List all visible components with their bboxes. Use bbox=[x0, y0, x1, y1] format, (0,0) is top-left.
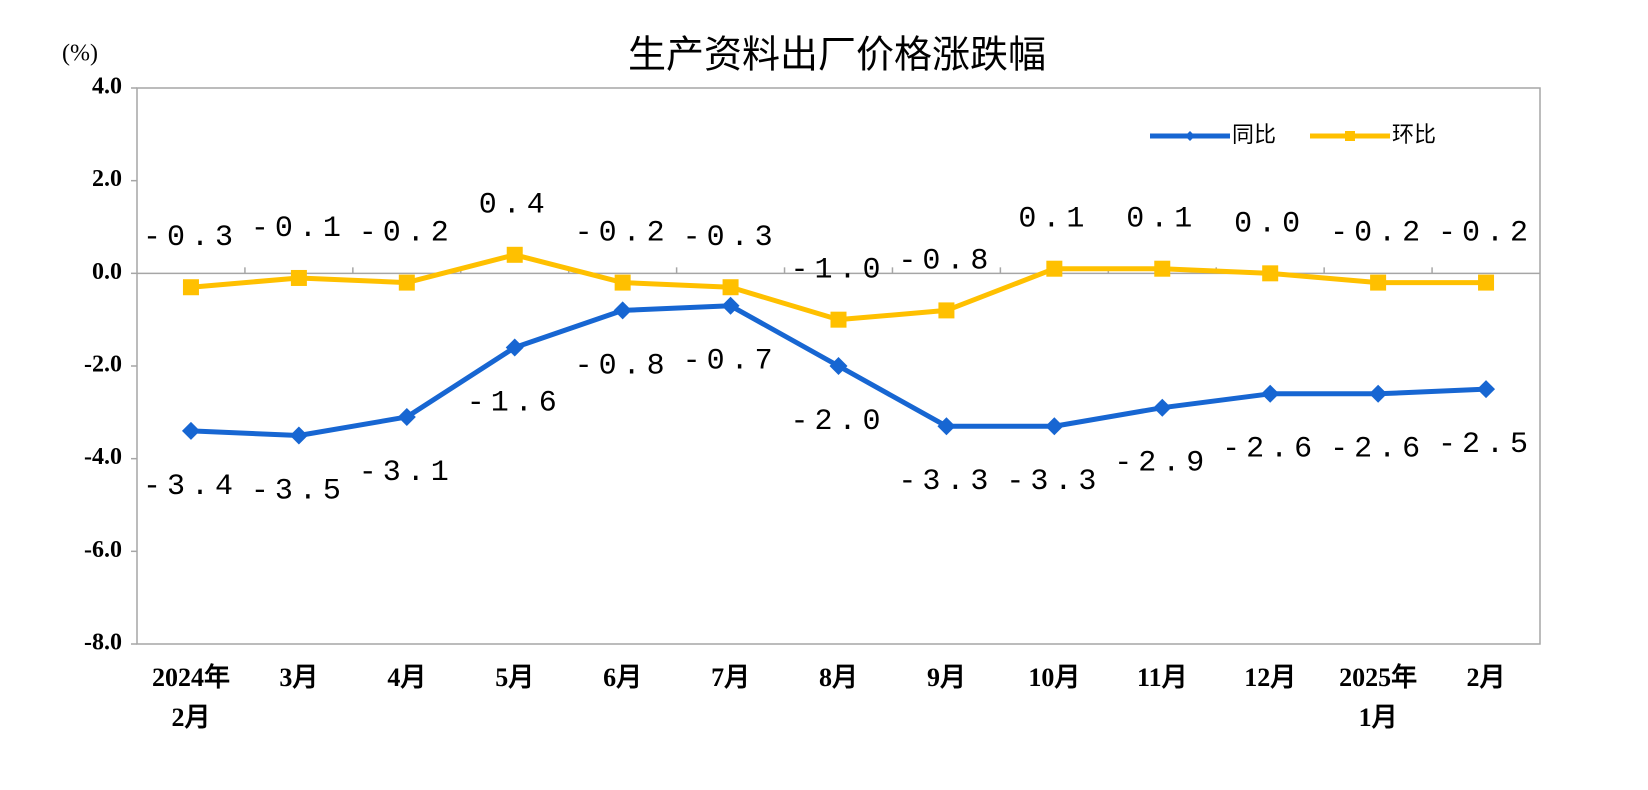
x-tick-label: 12月 bbox=[1244, 663, 1297, 692]
marker bbox=[829, 357, 848, 375]
marker bbox=[1261, 384, 1280, 403]
legend-label: 同比 bbox=[1232, 123, 1276, 148]
marker bbox=[506, 246, 523, 263]
marker bbox=[505, 338, 524, 357]
data-label: -3.3 bbox=[1006, 465, 1102, 499]
marker bbox=[613, 301, 632, 320]
data-label: -3.4 bbox=[143, 470, 239, 504]
marker bbox=[181, 421, 200, 440]
marker bbox=[1046, 260, 1063, 277]
x-tick-label: 3月 bbox=[279, 663, 319, 692]
data-label: 0.4 bbox=[479, 189, 551, 223]
marker bbox=[1045, 417, 1064, 436]
marker bbox=[1370, 274, 1387, 291]
marker bbox=[1262, 265, 1279, 282]
marker bbox=[1477, 380, 1496, 399]
data-label: -3.3 bbox=[898, 465, 994, 499]
data-label: -0.2 bbox=[1438, 217, 1534, 251]
legend-marker bbox=[1345, 131, 1355, 141]
marker bbox=[289, 426, 308, 445]
data-label: -2.5 bbox=[1438, 428, 1534, 462]
data-label: -0.2 bbox=[1330, 217, 1426, 251]
x-tick-label: 11月 bbox=[1137, 663, 1188, 692]
data-label: -2.6 bbox=[1222, 433, 1318, 467]
y-tick-label: -6.0 bbox=[84, 537, 122, 563]
x-tick-label: 7月 bbox=[711, 663, 751, 692]
data-label: -0.1 bbox=[251, 212, 347, 246]
marker bbox=[721, 296, 740, 315]
data-label: 0.1 bbox=[1126, 203, 1198, 237]
x-tick-label: 9月 bbox=[926, 663, 966, 692]
marker bbox=[722, 279, 739, 296]
y-tick-label: -8.0 bbox=[84, 630, 122, 656]
marker bbox=[614, 274, 631, 291]
y-axis-label: (%) bbox=[62, 41, 98, 67]
marker bbox=[397, 407, 416, 426]
legend-label: 环比 bbox=[1392, 123, 1436, 148]
x-tick-label: 5月 bbox=[495, 663, 535, 692]
data-label: -0.3 bbox=[683, 221, 779, 255]
data-label: -2.0 bbox=[790, 405, 886, 439]
marker bbox=[937, 417, 956, 436]
marker bbox=[1153, 398, 1172, 417]
marker bbox=[1478, 274, 1495, 291]
data-label: -1.6 bbox=[467, 386, 563, 420]
marker bbox=[1154, 260, 1171, 277]
data-label: -0.8 bbox=[898, 244, 994, 278]
y-tick-label: -2.0 bbox=[84, 352, 122, 378]
data-label: -0.2 bbox=[359, 217, 455, 251]
marker bbox=[938, 302, 955, 319]
chart-title: 生产资料出厂价格涨跌幅 bbox=[628, 33, 1046, 77]
legend-marker bbox=[1185, 131, 1195, 141]
data-label: -0.2 bbox=[575, 217, 671, 251]
data-label: -0.3 bbox=[143, 221, 239, 255]
marker bbox=[830, 311, 847, 328]
marker bbox=[1369, 384, 1388, 403]
data-label: 0.1 bbox=[1018, 203, 1090, 237]
data-label: -3.1 bbox=[359, 456, 455, 490]
x-tick-label: 10月 bbox=[1028, 663, 1081, 692]
data-label: -2.9 bbox=[1114, 447, 1210, 481]
y-tick-label: 4.0 bbox=[92, 74, 122, 100]
marker bbox=[182, 279, 199, 296]
x-tick-label: 2025年 1月 bbox=[1339, 663, 1418, 732]
x-tick-label: 4月 bbox=[387, 663, 427, 692]
y-tick-label: -4.0 bbox=[84, 444, 122, 470]
data-label: 0.0 bbox=[1234, 207, 1306, 241]
y-tick-label: 0.0 bbox=[92, 259, 122, 285]
data-label: -2.6 bbox=[1330, 433, 1426, 467]
y-tick-label: 2.0 bbox=[92, 166, 122, 192]
data-label: -1.0 bbox=[790, 254, 886, 288]
data-label: -0.7 bbox=[683, 345, 779, 379]
x-tick-label: 6月 bbox=[603, 663, 643, 692]
x-tick-label: 2月 bbox=[1466, 663, 1506, 692]
x-tick-label: 2024年 2月 bbox=[151, 663, 230, 732]
data-label: -0.8 bbox=[575, 349, 671, 383]
data-label: -3.5 bbox=[251, 474, 347, 508]
marker bbox=[398, 274, 415, 291]
x-tick-label: 8月 bbox=[819, 663, 859, 692]
marker bbox=[290, 269, 307, 286]
